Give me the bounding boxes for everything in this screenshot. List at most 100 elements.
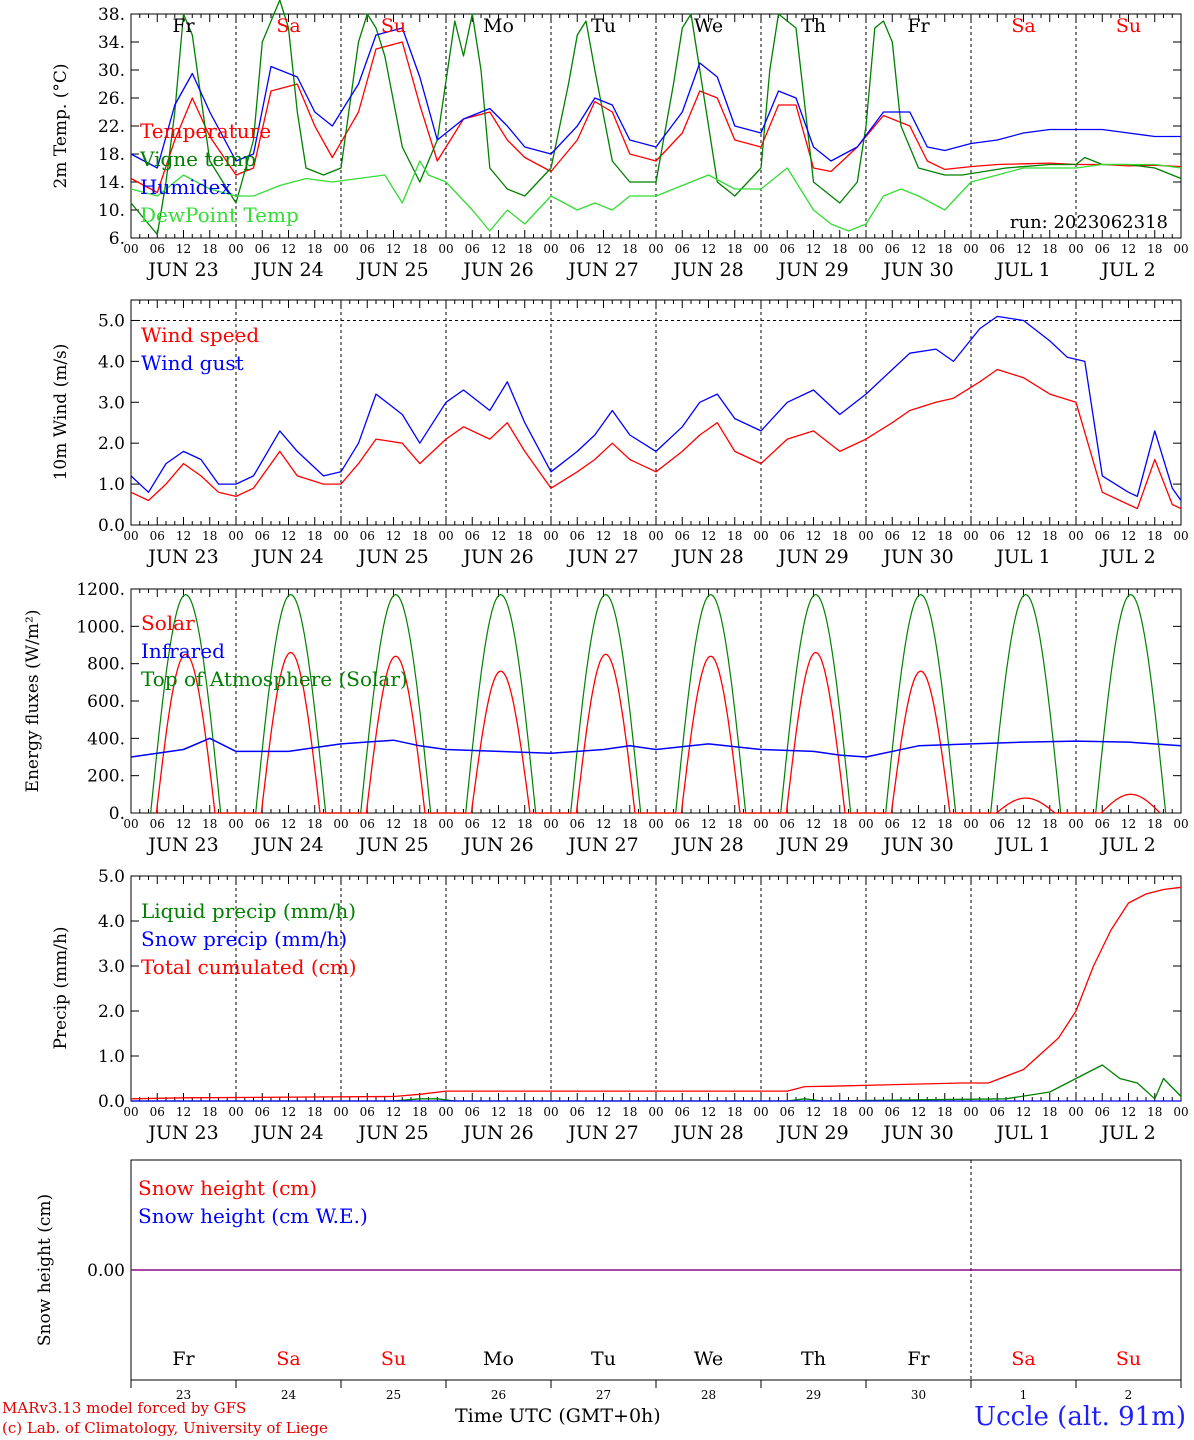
date-tick-label: JUL 1 xyxy=(994,1122,1050,1144)
weekday-label: Th xyxy=(801,15,826,37)
hour-tick-label: 00 xyxy=(438,242,453,256)
date-tick-label: JUN 25 xyxy=(356,1122,428,1144)
hour-tick-label: 12 xyxy=(911,242,926,256)
weekday-label: Th xyxy=(801,1348,826,1370)
hour-tick-label: 18 xyxy=(202,242,217,256)
y-tick-label: 0.0 xyxy=(98,1092,125,1112)
hour-tick-label: 06 xyxy=(465,1105,480,1119)
hour-tick-label: 12 xyxy=(176,529,191,543)
hour-tick-label: 06 xyxy=(150,817,165,831)
date-tick-label: JUN 30 xyxy=(881,259,953,281)
date-tick-label: JUN 24 xyxy=(251,834,323,856)
hour-tick-label: 00 xyxy=(1173,529,1188,543)
date-tick-label: JUL 2 xyxy=(1099,834,1155,856)
date-tick-label: JUL 1 xyxy=(994,546,1050,568)
hour-tick-label: 18 xyxy=(622,1105,637,1119)
date-tick-label: JUN 24 xyxy=(251,1122,323,1144)
hour-tick-label: 06 xyxy=(990,242,1005,256)
date-tick-label: JUN 25 xyxy=(356,834,428,856)
date-tick-label: JUN 23 xyxy=(146,259,218,281)
y-axis-label: 2m Temp. (°C) xyxy=(51,63,71,188)
hour-tick-label: 12 xyxy=(911,817,926,831)
y-tick-label: 4.0 xyxy=(98,912,125,932)
hour-tick-label: 06 xyxy=(675,817,690,831)
hour-tick-label: 06 xyxy=(465,529,480,543)
series-solar xyxy=(155,651,1161,814)
hour-tick-label: 12 xyxy=(176,242,191,256)
hour-tick-label: 18 xyxy=(1042,817,1057,831)
hour-tick-label: 00 xyxy=(543,529,558,543)
hour-tick-label: 00 xyxy=(1173,1105,1188,1119)
hour-tick-label: 18 xyxy=(412,817,427,831)
hour-tick-label: 00 xyxy=(858,817,873,831)
legend-entry: Vigne temp xyxy=(139,147,256,171)
series-infrared xyxy=(130,737,1182,758)
hour-tick-label: 18 xyxy=(832,529,847,543)
legend-entry: Humidex xyxy=(140,175,232,199)
hour-tick-label: 18 xyxy=(727,1105,742,1119)
energy-frame xyxy=(130,588,1182,814)
y-axis-label: 10m Wind (m/s) xyxy=(51,344,71,481)
date-tick-label: JUN 29 xyxy=(776,259,848,281)
hour-tick-label: 12 xyxy=(701,242,716,256)
hour-tick-label: 12 xyxy=(1016,817,1031,831)
credit-line-1: MARv3.13 model forced by GFS xyxy=(2,1399,247,1417)
temp-panel: 00 06 12 18 JUN 23 00 06 12 18 JUN 24 00 06 12 18 JUN … xyxy=(51,0,1189,281)
y-tick-label: 800. xyxy=(87,655,125,675)
hour-tick-label: 18 xyxy=(202,529,217,543)
hour-tick-label: 12 xyxy=(491,1105,506,1119)
hour-tick-label: 12 xyxy=(491,529,506,543)
date-tick-label: JUN 24 xyxy=(251,546,323,568)
weekday-label: Sa xyxy=(1011,1348,1035,1370)
date-tick-label: JUN 29 xyxy=(776,546,848,568)
y-tick-label: 18. xyxy=(98,145,125,165)
hour-tick-label: 00 xyxy=(753,242,768,256)
hour-tick-label: 00 xyxy=(753,529,768,543)
weekday-label: Su xyxy=(381,15,406,37)
date-tick-label: JUN 26 xyxy=(461,259,533,281)
hour-tick-label: 00 xyxy=(438,1105,453,1119)
hour-tick-label: 18 xyxy=(937,817,952,831)
hour-tick-label: 12 xyxy=(806,242,821,256)
series-wind-speed xyxy=(130,368,1182,510)
hour-tick-label: 06 xyxy=(465,817,480,831)
y-tick-label: 22. xyxy=(98,117,125,137)
hour-tick-label: 12 xyxy=(386,529,401,543)
weekday-label: Fr xyxy=(172,15,195,37)
hour-tick-label: 06 xyxy=(570,817,585,831)
weekday-label: Fr xyxy=(907,15,930,37)
hour-tick-label: 00 xyxy=(648,1105,663,1119)
credit-line-2: (c) Lab. of Climatology, University of L… xyxy=(2,1419,328,1437)
hour-tick-label: 18 xyxy=(832,817,847,831)
hour-tick-label: 00 xyxy=(228,242,243,256)
y-tick-label: 1.0 xyxy=(98,1047,125,1067)
hour-tick-label: 12 xyxy=(1016,242,1031,256)
weekday-label: Fr xyxy=(907,1348,930,1370)
legend-entry: Snow height (cm) xyxy=(138,1176,317,1200)
hour-tick-label: 12 xyxy=(281,817,296,831)
hour-tick-label: 06 xyxy=(1095,1105,1110,1119)
energy-panel: 00 06 12 18 JUN 23 00 06 12 18 JUN 24 00 06 12 18 JUN … xyxy=(23,580,1189,856)
hour-tick-label: 18 xyxy=(1147,242,1162,256)
day-number-label: 24 xyxy=(281,1388,297,1402)
hour-tick-label: 12 xyxy=(596,529,611,543)
hour-tick-label: 06 xyxy=(990,817,1005,831)
hour-tick-label: 00 xyxy=(753,817,768,831)
hour-tick-label: 12 xyxy=(386,242,401,256)
legend-entry: Infrared xyxy=(141,639,225,663)
hour-tick-label: 18 xyxy=(307,1105,322,1119)
date-tick-label: JUN 27 xyxy=(566,546,638,568)
y-tick-label: 34. xyxy=(98,33,125,53)
hour-tick-label: 12 xyxy=(1121,529,1136,543)
hour-tick-label: 12 xyxy=(1016,1105,1031,1119)
date-tick-label: JUN 26 xyxy=(461,834,533,856)
hour-tick-label: 12 xyxy=(1121,242,1136,256)
hour-tick-label: 00 xyxy=(1068,529,1083,543)
weekday-label: Su xyxy=(381,1348,406,1370)
date-tick-label: JUN 30 xyxy=(881,546,953,568)
series-wind-gust xyxy=(130,315,1182,501)
hour-tick-label: 18 xyxy=(517,242,532,256)
hour-tick-label: 00 xyxy=(648,529,663,543)
hour-tick-label: 00 xyxy=(858,242,873,256)
hour-tick-label: 06 xyxy=(885,242,900,256)
